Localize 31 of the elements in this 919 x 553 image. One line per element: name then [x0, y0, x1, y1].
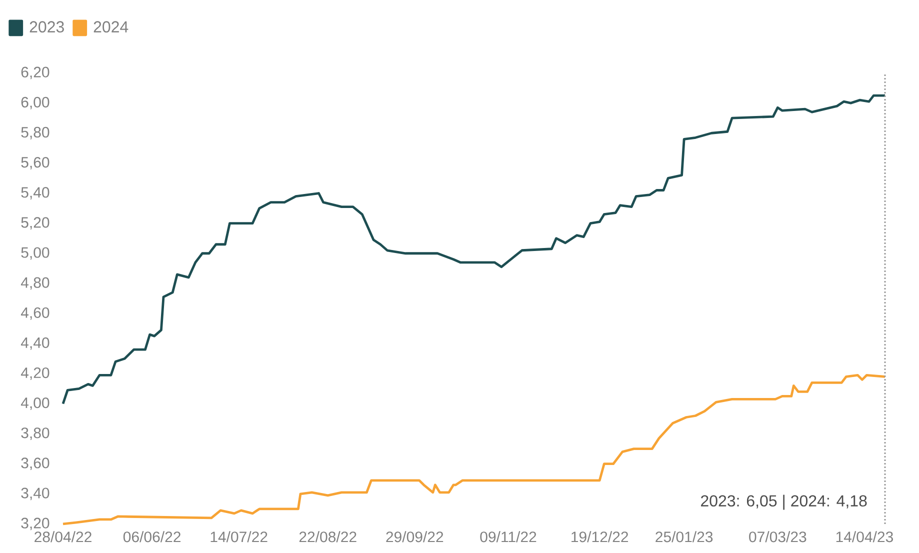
- y-tick-label: 6,00: [21, 96, 50, 110]
- x-tick-label: 29/09/22: [386, 531, 444, 542]
- y-tick-label: 5,20: [21, 217, 50, 230]
- line-series: [62, 94, 886, 405]
- y-tick-label: 3,80: [21, 428, 50, 440]
- x-tick-label: 25/01/23: [656, 531, 713, 542]
- y-tick-label: 4,80: [20, 277, 50, 290]
- x-tick-label: 19/12/22: [572, 531, 628, 542]
- y-tick-label: 4,20: [20, 367, 50, 380]
- y-tick-label: 5,80: [21, 126, 50, 140]
- line-series: [62, 374, 886, 526]
- y-tick-label: 3,40: [21, 488, 50, 500]
- y-tick-label: 5,00: [21, 247, 50, 260]
- x-tick-label: 09/11/22: [480, 531, 536, 542]
- y-tick-label: 4,60: [20, 307, 50, 320]
- y-tick-label: 3,20: [21, 518, 50, 530]
- legend-label: 2024: [94, 21, 128, 33]
- y-tick-label: 3,60: [21, 458, 50, 470]
- y-tick-label: 5,40: [21, 187, 50, 200]
- y-tick-label: 4,40: [20, 337, 50, 350]
- annotation: 2023: 6,05 | 2024: 4,18: [701, 494, 867, 510]
- legend-label: 2023: [30, 21, 64, 33]
- x-tick-label: 06/06/22: [123, 531, 180, 542]
- y-tick-label: 4,00: [20, 398, 50, 410]
- x-tick-label: 07/03/23: [749, 531, 806, 542]
- x-tick-label: 28/04/22: [34, 531, 92, 542]
- x-tick-label: 14/07/22: [210, 531, 268, 542]
- y-tick-label: 6,20: [21, 66, 50, 80]
- x-tick-label: 22/08/22: [299, 531, 356, 542]
- y-tick-label: 5,60: [21, 156, 50, 170]
- x-tick-label: 14/04/23: [836, 531, 893, 542]
